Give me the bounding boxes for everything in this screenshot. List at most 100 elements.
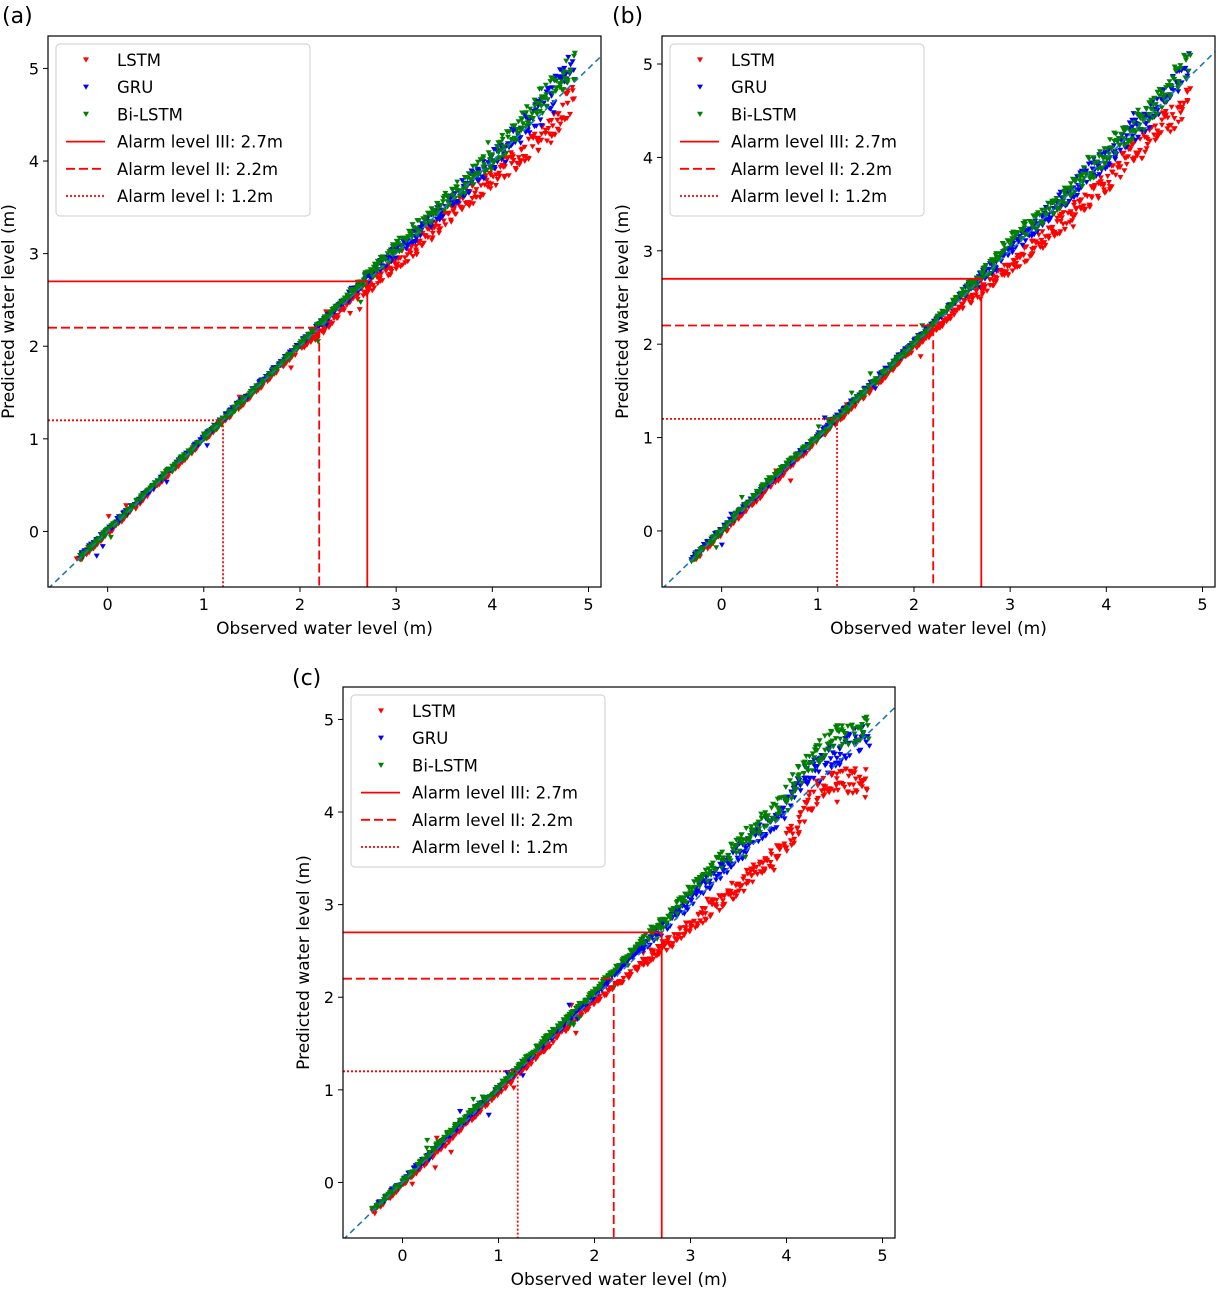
data-point [1109, 169, 1116, 176]
data-point [716, 852, 723, 858]
data-point [666, 943, 673, 949]
data-point [627, 952, 633, 959]
data-point [155, 478, 162, 484]
data-point [1070, 224, 1077, 230]
data-point [1011, 235, 1018, 241]
data-point [1171, 126, 1178, 132]
data-point [357, 299, 364, 305]
data-point [1094, 159, 1101, 165]
data-point [1177, 100, 1183, 106]
data-point [1008, 246, 1015, 252]
legend-marker [83, 57, 89, 63]
data-point [370, 274, 377, 280]
data-point [536, 101, 543, 107]
data-point [448, 1129, 455, 1135]
data-point [340, 307, 347, 313]
data-point [914, 339, 921, 346]
data-point [1060, 210, 1067, 216]
data-point [775, 853, 782, 859]
data-point [651, 926, 658, 933]
data-point [743, 845, 750, 851]
data-point [429, 235, 436, 241]
data-point [673, 938, 680, 944]
data-point [1057, 218, 1064, 225]
data-point [388, 269, 395, 275]
data-point [780, 805, 787, 811]
data-point [1014, 231, 1021, 237]
data-point [409, 1181, 416, 1187]
data-point [836, 762, 843, 768]
data-point [569, 1009, 576, 1015]
data-point [641, 940, 648, 946]
data-point [959, 302, 966, 308]
data-point [1175, 119, 1182, 125]
data-point [1006, 263, 1013, 269]
data-point [761, 866, 768, 872]
data-point [667, 912, 674, 919]
x-tick-label: 2 [909, 595, 919, 614]
data-point [856, 774, 863, 780]
data-point [1123, 133, 1130, 139]
data-point [513, 167, 519, 173]
data-point [278, 362, 285, 368]
data-point [531, 131, 538, 137]
data-point [664, 938, 671, 944]
data-point [682, 926, 689, 932]
data-point [639, 948, 646, 954]
panel-label: (b) [612, 4, 644, 29]
data-point [1158, 105, 1165, 111]
data-point [1143, 146, 1150, 152]
data-point [393, 266, 400, 272]
data-point [133, 498, 140, 504]
data-point [721, 868, 728, 874]
data-point [585, 995, 592, 1001]
data-point [769, 476, 776, 482]
data-point [627, 969, 634, 975]
data-point [1177, 63, 1184, 69]
reference-line [48, 55, 601, 587]
data-point [1168, 122, 1174, 128]
data-point [1009, 250, 1016, 256]
axes-frame [661, 35, 1216, 588]
data-point [656, 945, 663, 952]
data-point [508, 150, 514, 156]
data-point [426, 1149, 433, 1156]
chart-panel-b: (b) 0 1 2 3 4 5 0 1 2 3 4 5 Observed water level (m)… [612, 0, 1221, 645]
data-point [1086, 202, 1093, 208]
data-point [767, 848, 774, 854]
data-point [688, 897, 695, 904]
data-point [410, 254, 416, 260]
data-point [535, 140, 542, 146]
data-point [783, 831, 790, 837]
data-point [1130, 120, 1137, 126]
data-point [1182, 75, 1189, 81]
data-point [565, 1016, 572, 1022]
data-point [759, 834, 766, 840]
data-point [551, 1029, 558, 1035]
data-point [1099, 165, 1106, 171]
data-point [525, 1054, 532, 1060]
data-point [515, 119, 522, 125]
data-point [473, 163, 480, 169]
data-point [547, 1043, 553, 1050]
data-point [1058, 215, 1065, 221]
data-point [569, 59, 576, 65]
data-point [974, 294, 981, 300]
data-point [508, 1080, 515, 1086]
data-point [1105, 180, 1112, 186]
x-tick-label: 4 [487, 595, 497, 614]
data-point [751, 870, 758, 876]
data-point [815, 424, 822, 430]
data-point [433, 1135, 440, 1141]
data-point [791, 836, 798, 842]
data-point [449, 187, 456, 193]
legend-label: GRU [117, 78, 153, 97]
data-point [375, 277, 382, 283]
data-point [1149, 115, 1156, 121]
alarm-level-line-0 [662, 277, 983, 587]
data-point [567, 111, 573, 118]
data-point [1047, 215, 1054, 221]
data-point [1049, 224, 1056, 231]
data-point [379, 278, 386, 284]
